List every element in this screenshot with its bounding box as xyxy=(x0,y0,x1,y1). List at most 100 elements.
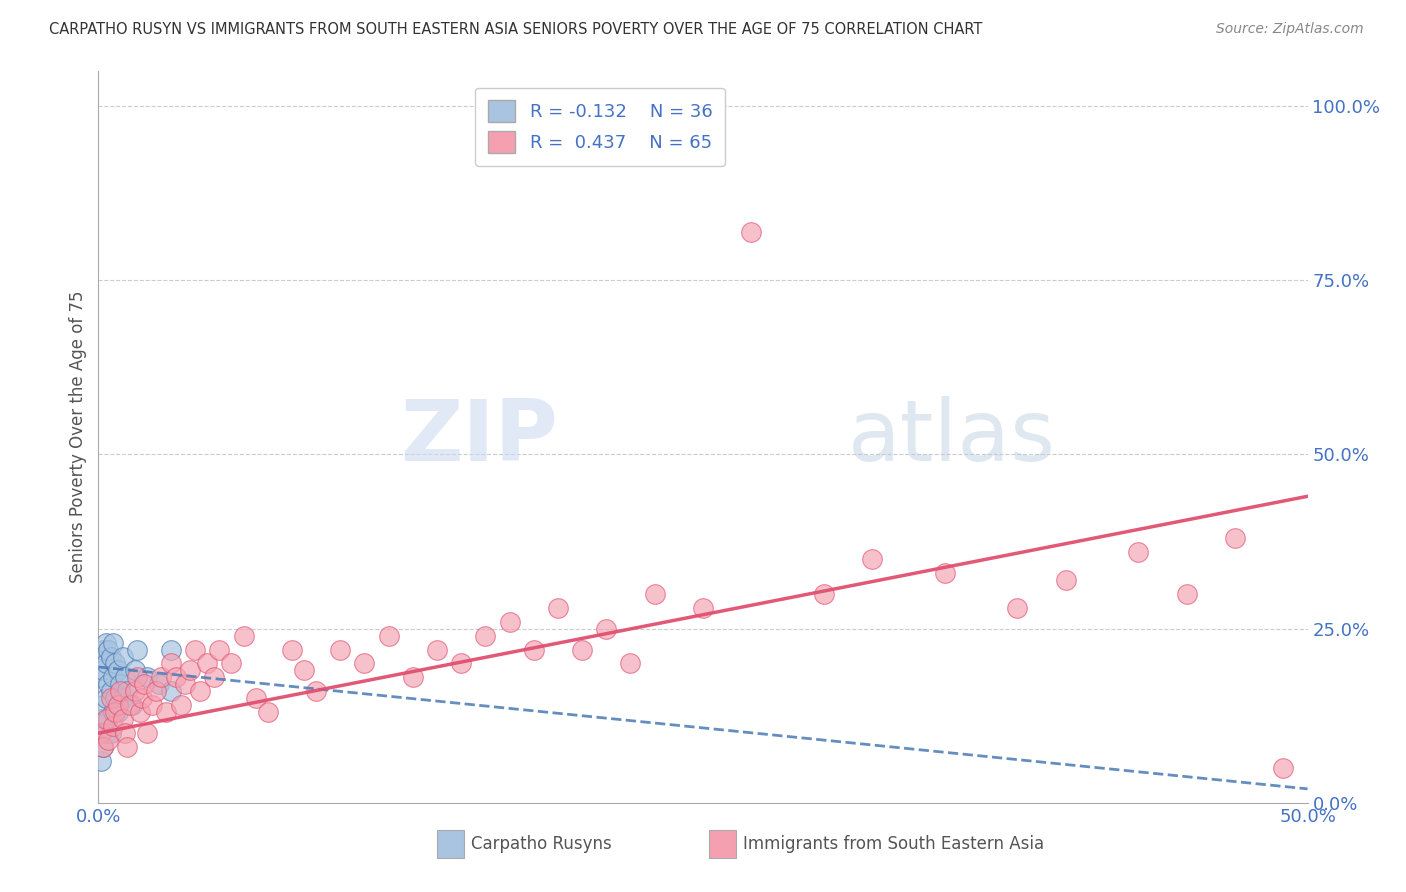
Text: Source: ZipAtlas.com: Source: ZipAtlas.com xyxy=(1216,22,1364,37)
Point xyxy=(141,698,163,713)
Point xyxy=(208,642,231,657)
Point xyxy=(104,691,127,706)
Point xyxy=(94,726,117,740)
Point xyxy=(1007,600,1029,615)
Point xyxy=(90,754,112,768)
Point xyxy=(134,677,156,691)
Point xyxy=(127,642,149,657)
Point xyxy=(245,691,267,706)
Point xyxy=(644,587,666,601)
Point xyxy=(523,642,546,657)
Point xyxy=(118,698,141,713)
Point xyxy=(184,642,207,657)
Text: Immigrants from South Eastern Asia: Immigrants from South Eastern Asia xyxy=(742,835,1045,853)
Point xyxy=(281,642,304,657)
Point xyxy=(160,657,183,671)
Point xyxy=(292,664,315,678)
Point xyxy=(1054,573,1077,587)
Point xyxy=(91,740,114,755)
Point xyxy=(127,670,149,684)
Point xyxy=(101,705,124,719)
Point xyxy=(160,642,183,657)
Point xyxy=(107,705,129,719)
Bar xyxy=(437,830,464,858)
Point xyxy=(402,670,425,684)
Text: ZIP: ZIP xyxy=(401,395,558,479)
Point xyxy=(90,726,112,740)
Point xyxy=(97,712,120,726)
Point xyxy=(692,600,714,615)
Point xyxy=(94,691,117,706)
Point xyxy=(165,670,187,684)
Point xyxy=(474,629,496,643)
Y-axis label: Seniors Poverty Over the Age of 75: Seniors Poverty Over the Age of 75 xyxy=(69,291,87,583)
Point xyxy=(108,684,131,698)
Text: CARPATHO RUSYN VS IMMIGRANTS FROM SOUTH EASTERN ASIA SENIORS POVERTY OVER THE AG: CARPATHO RUSYN VS IMMIGRANTS FROM SOUTH … xyxy=(49,22,983,37)
Point xyxy=(111,691,134,706)
Point xyxy=(114,726,136,740)
Point xyxy=(101,719,124,733)
Point xyxy=(100,691,122,706)
Point xyxy=(169,698,191,713)
Point xyxy=(128,705,150,719)
Point xyxy=(329,642,352,657)
Point xyxy=(204,670,226,684)
Point xyxy=(94,712,117,726)
Point xyxy=(195,657,218,671)
Point xyxy=(111,649,134,664)
Point xyxy=(256,705,278,719)
Point xyxy=(1175,587,1198,601)
Point xyxy=(145,684,167,698)
Point xyxy=(97,677,120,691)
Point xyxy=(547,600,569,615)
Point xyxy=(174,677,197,691)
Point xyxy=(934,566,956,580)
Point xyxy=(108,677,131,691)
Point xyxy=(232,629,254,643)
Point xyxy=(740,225,762,239)
Point xyxy=(150,670,173,684)
Point xyxy=(91,698,114,713)
Point xyxy=(97,733,120,747)
Point xyxy=(107,664,129,678)
Point xyxy=(90,712,112,726)
Point xyxy=(124,664,146,678)
Point xyxy=(90,670,112,684)
Bar xyxy=(709,830,735,858)
Point xyxy=(498,615,520,629)
Point xyxy=(595,622,617,636)
Text: Carpatho Rusyns: Carpatho Rusyns xyxy=(471,835,612,853)
Point xyxy=(101,670,124,684)
Point xyxy=(135,726,157,740)
Point xyxy=(100,684,122,698)
Legend: R = -0.132    N = 36, R =  0.437    N = 65: R = -0.132 N = 36, R = 0.437 N = 65 xyxy=(475,87,725,166)
Point xyxy=(160,684,183,698)
Point xyxy=(135,670,157,684)
Point xyxy=(813,587,835,601)
Point xyxy=(94,657,117,671)
Point xyxy=(117,740,139,755)
Point xyxy=(131,691,153,706)
Point xyxy=(619,657,641,671)
Point xyxy=(104,657,127,671)
Point xyxy=(101,635,124,649)
Point xyxy=(860,552,883,566)
Point xyxy=(305,684,328,698)
Point xyxy=(107,698,129,713)
Point xyxy=(114,670,136,684)
Point xyxy=(100,726,122,740)
Point xyxy=(377,629,399,643)
Point xyxy=(353,657,375,671)
Point xyxy=(221,657,243,671)
Point xyxy=(450,657,472,671)
Point xyxy=(571,642,593,657)
Point xyxy=(100,649,122,664)
Point xyxy=(94,635,117,649)
Point xyxy=(91,740,114,755)
Point xyxy=(1272,761,1295,775)
Point xyxy=(91,642,114,657)
Point xyxy=(124,684,146,698)
Point xyxy=(117,684,139,698)
Point xyxy=(426,642,449,657)
Point xyxy=(155,705,177,719)
